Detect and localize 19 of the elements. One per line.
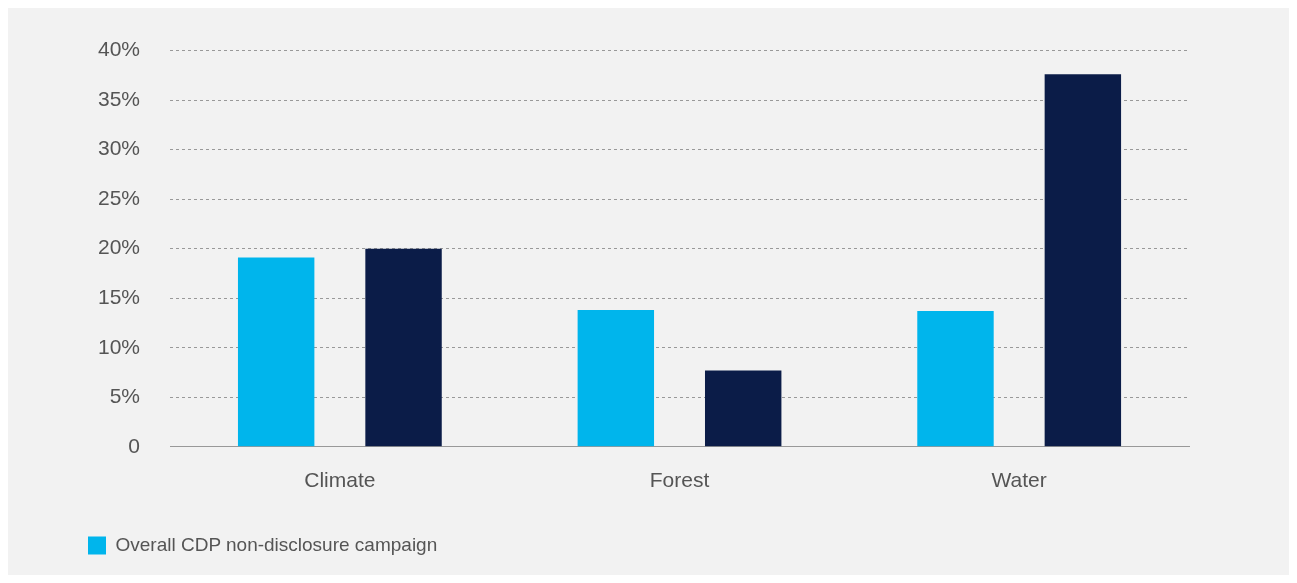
bar (704, 370, 782, 447)
y-tick-label: 35% (98, 86, 141, 110)
x-tick-label: Forest (649, 468, 710, 492)
y-tick-label: 20% (98, 235, 141, 259)
y-tick-label: 0 (128, 433, 141, 457)
y-tick-label: 30% (98, 136, 141, 160)
y-tick-label: 10% (98, 334, 141, 358)
bar (577, 310, 655, 447)
x-tick-label: Climate (304, 468, 376, 492)
y-tick-label: 40% (98, 37, 141, 61)
bar (365, 248, 442, 447)
bar (237, 257, 315, 447)
legend-label: Overall CDP non-disclosure campaign (115, 533, 438, 555)
y-tick-label: 25% (98, 185, 141, 209)
y-tick-label: 5% (109, 384, 141, 408)
bar (917, 311, 994, 447)
x-tick-label: Water (991, 468, 1047, 492)
y-tick-label: 15% (98, 285, 141, 309)
bar (1044, 74, 1122, 447)
